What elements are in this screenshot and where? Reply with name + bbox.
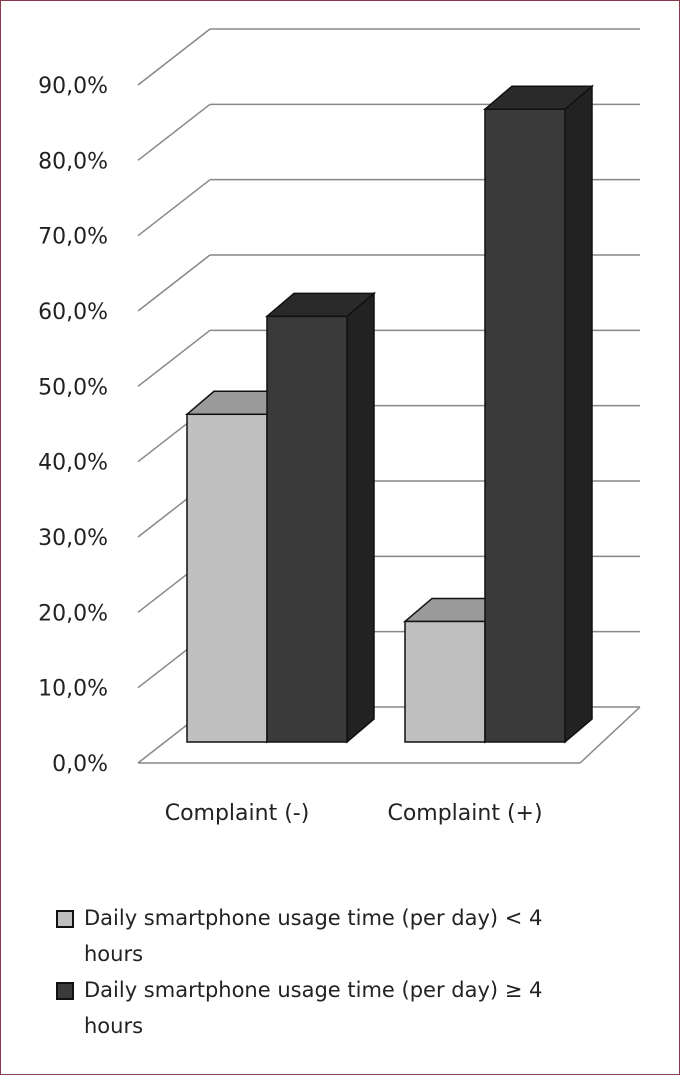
y-tick-label: 90,0% [38,74,108,99]
gridline-side [137,103,211,161]
gridline-side [137,28,211,86]
legend-item-over-4h: Daily smartphone usage time (per day) ≥ … [48,972,648,1044]
legend-label-line1: Daily smartphone usage time (per day) ≥ … [84,978,543,1002]
legend-item-under-4h: Daily smartphone usage time (per day) < … [48,900,648,972]
legend-swatch-light [56,910,74,928]
floor-right-edge [579,706,641,764]
y-tick-label: 60,0% [38,300,108,325]
x-category-label: Complaint (-) [165,801,310,826]
gridline-side [137,329,211,387]
bar-under-4h-complaint-neg [186,413,268,743]
y-tick-label: 70,0% [38,225,108,250]
bar-over-4h-complaint-neg-side [346,291,375,744]
y-tick-label: 20,0% [38,601,108,626]
legend-label-line1: Daily smartphone usage time (per day) < … [84,906,543,930]
legend-swatch-dark [56,982,74,1000]
y-tick-label: 40,0% [38,451,108,476]
y-tick-label: 0,0% [52,752,108,777]
bar-over-4h-complaint-pos [484,108,566,743]
legend-label-line2: hours [84,1014,144,1038]
y-tick-label: 50,0% [38,375,108,400]
bar-under-4h-complaint-pos [404,620,486,743]
legend: Daily smartphone usage time (per day) < … [48,900,648,1044]
bar-over-4h-complaint-neg [266,315,348,743]
y-tick-label: 80,0% [38,149,108,174]
bar-over-4h-complaint-pos-side [564,84,593,744]
gridline-side [137,179,211,237]
gridline-side [137,254,211,312]
y-tick-label: 30,0% [38,526,108,551]
bar-chart: 0,0% 10,0% 20,0% 30,0% 40,0% 50,0% 60,0% 70,0% 8… [38,28,641,826]
x-category-label: Complaint (+) [387,801,542,826]
legend-label-line2: hours [84,942,144,966]
y-tick-label: 10,0% [38,677,108,702]
